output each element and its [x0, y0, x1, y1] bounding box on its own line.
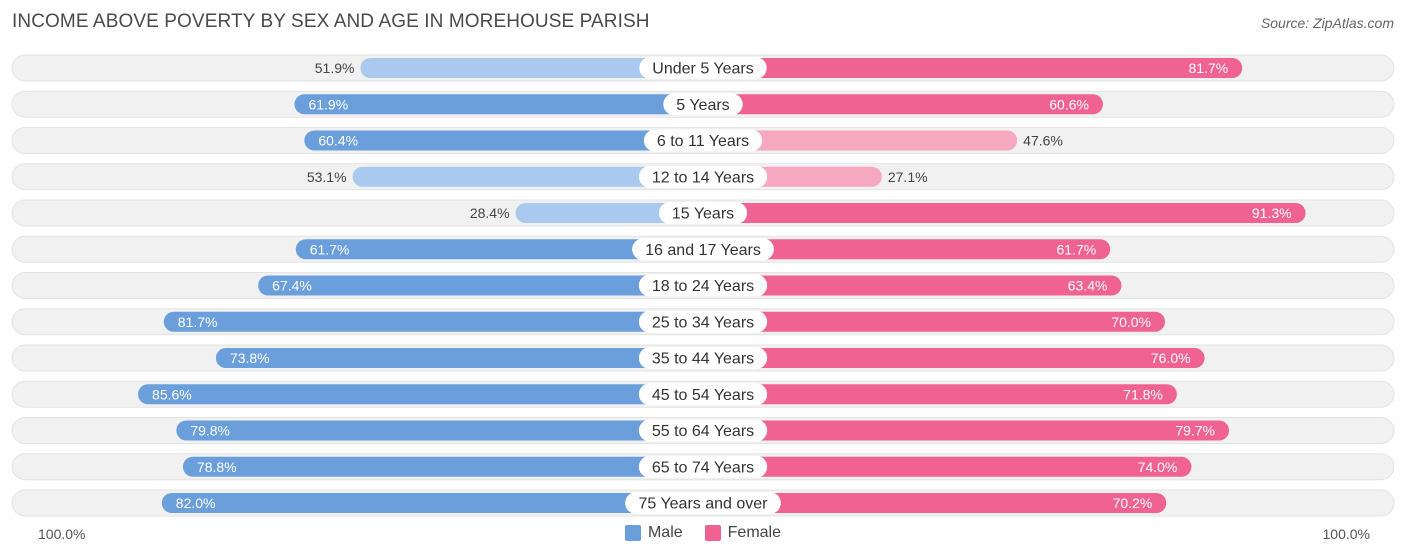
bar-male-15-years: [515, 203, 703, 223]
value-label-female-15-years: 91.3%: [1252, 205, 1292, 221]
bar-female-under-5-years: [703, 58, 1243, 78]
value-label-female-35-to-44-years: 76.0%: [1151, 350, 1191, 366]
category-label-15-years: 15 Years: [672, 206, 734, 223]
chart-title: INCOME ABOVE POVERTY BY SEX AND AGE IN M…: [12, 11, 650, 32]
value-label-male-5-years: 61.9%: [308, 96, 348, 112]
bar-male-16-and-17-years: [295, 239, 703, 260]
bar-male-25-to-34-years: [163, 311, 703, 332]
category-label-25-to-34-years: 25 to 34 Years: [652, 314, 754, 331]
value-label-female-55-to-64-years: 79.7%: [1175, 423, 1215, 439]
legend-swatch-female: [704, 525, 721, 541]
value-label-female-75-years-and-over: 70.2%: [1113, 495, 1153, 511]
bar-female-18-to-24-years: [703, 275, 1122, 296]
value-label-male-12-to-14-years: 53.1%: [307, 169, 347, 185]
bar-female-15-years: [703, 203, 1306, 223]
bar-male-55-to-64-years: [176, 420, 703, 441]
bar-male-75-years-and-over: [161, 493, 704, 513]
value-label-female-12-to-14-years: 27.1%: [888, 169, 928, 185]
bar-male-6-to-11-years: [304, 130, 703, 151]
category-label-35-to-44-years: 35 to 44 Years: [652, 351, 754, 368]
bar-female-35-to-44-years: [703, 348, 1205, 368]
category-pill-18-to-24-years: [638, 274, 768, 297]
value-label-female-16-and-17-years: 61.7%: [1057, 241, 1097, 257]
category-pill-5-years: [663, 93, 743, 116]
bar-female-55-to-64-years: [703, 420, 1230, 441]
category-pill-45-to-54-years: [638, 383, 768, 406]
bar-male-12-to-14-years: [352, 166, 703, 187]
bar-female-25-to-34-years: [703, 311, 1165, 332]
category-label-45-to-54-years: 45 to 54 Years: [652, 387, 754, 404]
legend-item-female[interactable]: Female: [704, 524, 782, 542]
category-label-6-to-11-years: 6 to 11 Years: [657, 133, 749, 150]
bar-female-16-and-17-years: [703, 239, 1111, 260]
legend-swatch-male: [624, 525, 641, 541]
bar-male-45-to-54-years: [138, 384, 704, 405]
value-label-female-5-years: 60.6%: [1049, 96, 1089, 112]
category-pill-55-to-64-years: [638, 419, 768, 442]
value-label-male-75-years-and-over: 82.0%: [176, 495, 216, 511]
bar-male-18-to-24-years: [258, 275, 703, 296]
bar-male-under-5-years: [360, 58, 703, 78]
value-label-female-25-to-34-years: 70.0%: [1111, 314, 1151, 330]
category-pill-25-to-34-years: [638, 310, 768, 333]
category-pill-15-years: [658, 202, 748, 224]
category-label-18-to-24-years: 18 to 24 Years: [652, 278, 754, 295]
category-label-5-years: 5 Years: [676, 97, 729, 114]
category-label-16-and-17-years: 16 and 17 Years: [645, 242, 761, 259]
source-label: Source: ZipAtlas.com: [1260, 15, 1394, 31]
bar-male-65-to-74-years: [182, 456, 704, 477]
category-pill-65-to-74-years: [638, 455, 768, 478]
category-pill-6-to-11-years: [643, 129, 763, 152]
value-label-female-under-5-years: 81.7%: [1189, 60, 1229, 76]
bar-female-45-to-54-years: [703, 384, 1177, 405]
legend: Male Female: [0, 524, 1406, 542]
value-label-female-65-to-74-years: 74.0%: [1138, 459, 1178, 475]
bar-female-75-years-and-over: [703, 493, 1167, 513]
bar-female-65-to-74-years: [703, 456, 1192, 477]
legend-item-male[interactable]: Male: [624, 524, 683, 542]
value-label-female-6-to-11-years: 47.6%: [1023, 133, 1063, 149]
value-label-male-18-to-24-years: 67.4%: [272, 278, 312, 294]
value-label-male-6-to-11-years: 60.4%: [318, 133, 358, 149]
category-pill-under-5-years: [639, 57, 767, 79]
bar-male-35-to-44-years: [215, 348, 704, 368]
axis-left-label: 100.0%: [38, 526, 86, 542]
bar-female-5-years: [703, 94, 1103, 115]
bar-chart: 51.9% 81.7% Under 5 Years 61.9% 60.6% 5 Years…: [11, 54, 1395, 517]
value-label-male-45-to-54-years: 85.6%: [152, 386, 192, 402]
value-label-male-35-to-44-years: 73.8%: [230, 350, 270, 366]
value-label-male-55-to-64-years: 79.8%: [190, 423, 230, 439]
bar-female-6-to-11-years: [703, 130, 1018, 151]
category-label-65-to-74-years: 65 to 74 Years: [652, 459, 754, 476]
legend-label-female: Female: [727, 524, 782, 541]
category-pill-16-and-17-years: [632, 238, 774, 261]
category-pill-12-to-14-years: [638, 165, 768, 188]
value-label-male-65-to-74-years: 78.8%: [197, 459, 237, 475]
value-label-male-25-to-34-years: 81.7%: [178, 314, 218, 330]
value-label-male-16-and-17-years: 61.7%: [310, 241, 350, 257]
value-label-male-under-5-years: 51.9%: [315, 60, 355, 76]
value-label-female-18-to-24-years: 63.4%: [1068, 278, 1108, 294]
category-label-75-years-and-over: 75 Years and over: [639, 496, 769, 513]
category-pill-75-years-and-over: [625, 492, 781, 514]
legend-label-male: Male: [647, 524, 683, 541]
category-pill-35-to-44-years: [638, 347, 768, 369]
bar-male-5-years: [294, 94, 703, 115]
category-label-55-to-64-years: 55 to 64 Years: [652, 423, 754, 440]
category-label-under-5-years: Under 5 Years: [652, 61, 753, 78]
axis-right-label: 100.0%: [1322, 526, 1370, 542]
value-label-female-45-to-54-years: 71.8%: [1123, 386, 1163, 402]
value-label-male-15-years: 28.4%: [470, 205, 510, 221]
category-label-12-to-14-years: 12 to 14 Years: [652, 169, 754, 186]
